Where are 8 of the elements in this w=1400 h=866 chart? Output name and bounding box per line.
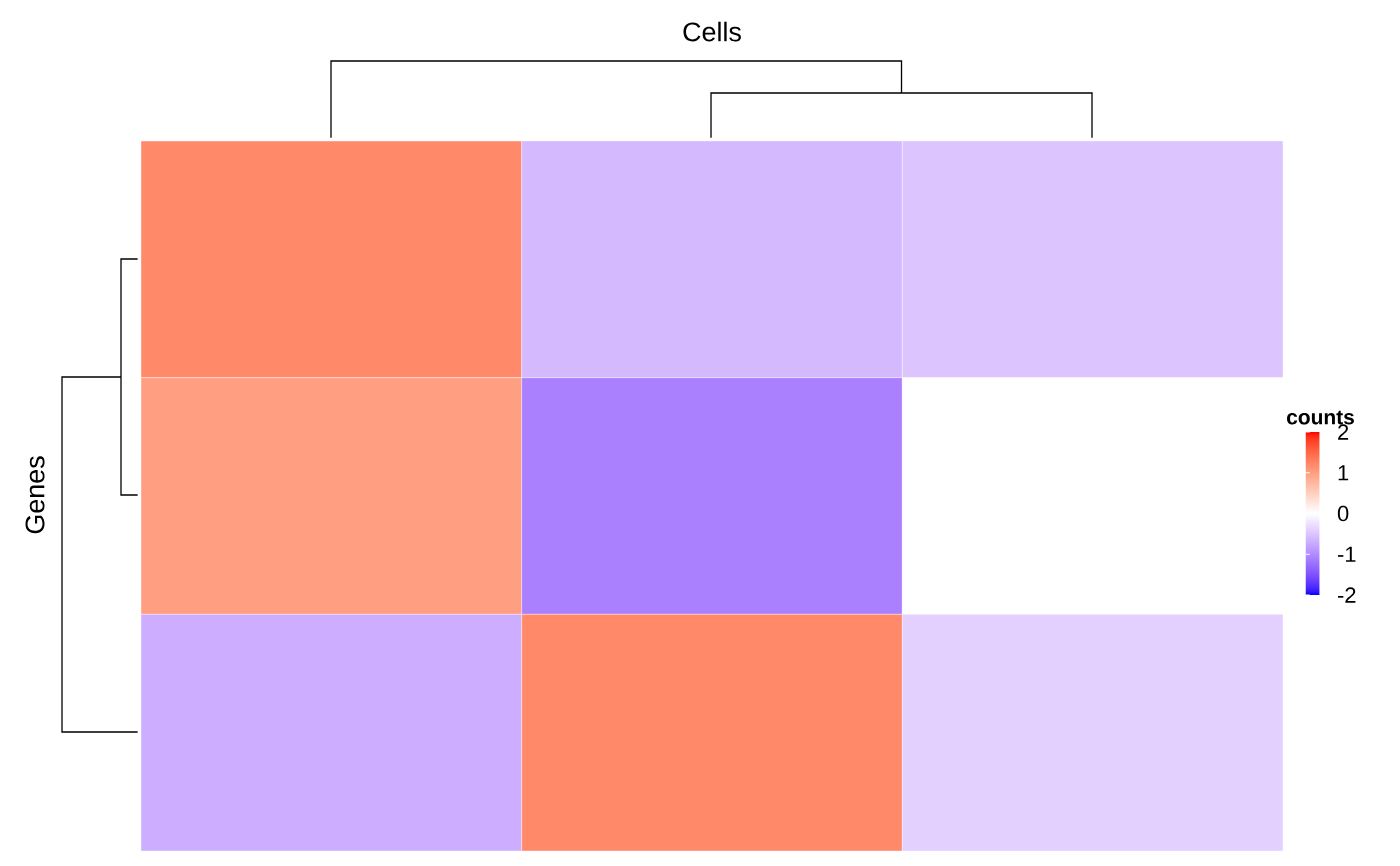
- x-axis-title: Cells: [683, 21, 741, 42]
- color-bar-label: -2: [1337, 587, 1356, 603]
- color-bar-title: counts: [1287, 410, 1354, 425]
- color-bar-label: 2: [1338, 424, 1349, 440]
- y-axis-title: Genes: [25, 456, 45, 534]
- color-bar-label: -1: [1337, 546, 1356, 562]
- color-bar-label: 0: [1337, 505, 1349, 522]
- color-bar-label: 1: [1338, 465, 1349, 481]
